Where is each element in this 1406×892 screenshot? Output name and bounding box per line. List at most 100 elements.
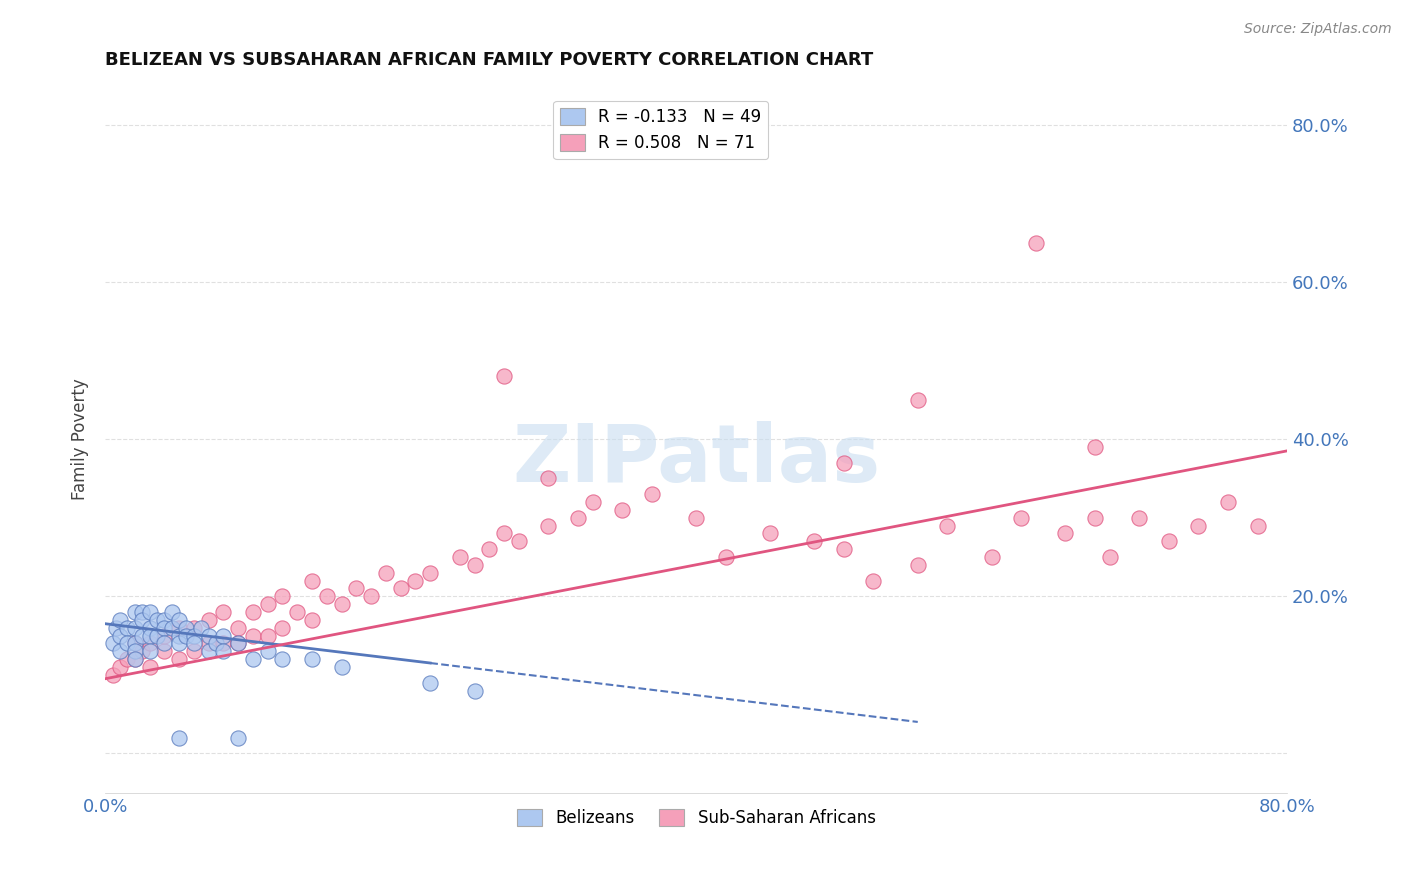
Point <box>117 652 139 666</box>
Point <box>285 605 308 619</box>
Point <box>271 652 294 666</box>
Point <box>153 621 176 635</box>
Point <box>242 652 264 666</box>
Point <box>330 597 353 611</box>
Point <box>108 628 131 642</box>
Point <box>582 495 605 509</box>
Point <box>360 589 382 603</box>
Point <box>183 636 205 650</box>
Point <box>464 683 486 698</box>
Point <box>146 628 169 642</box>
Point <box>374 566 396 580</box>
Point <box>242 605 264 619</box>
Point <box>1010 510 1032 524</box>
Point <box>212 605 235 619</box>
Point <box>101 636 124 650</box>
Point <box>226 621 249 635</box>
Point <box>271 621 294 635</box>
Point <box>124 605 146 619</box>
Point <box>197 628 219 642</box>
Point <box>117 621 139 635</box>
Point <box>138 621 160 635</box>
Point <box>685 510 707 524</box>
Point <box>1098 549 1121 564</box>
Point <box>160 621 183 635</box>
Point <box>117 636 139 650</box>
Point <box>124 644 146 658</box>
Point <box>197 636 219 650</box>
Point <box>641 487 664 501</box>
Point <box>936 518 959 533</box>
Point <box>197 644 219 658</box>
Point <box>131 628 153 642</box>
Point <box>494 526 516 541</box>
Point <box>256 597 278 611</box>
Point <box>131 613 153 627</box>
Point <box>537 471 560 485</box>
Point <box>419 675 441 690</box>
Point <box>1157 534 1180 549</box>
Point <box>101 667 124 681</box>
Point <box>832 542 855 557</box>
Point <box>176 628 198 642</box>
Point <box>131 605 153 619</box>
Text: Source: ZipAtlas.com: Source: ZipAtlas.com <box>1244 22 1392 37</box>
Point <box>832 456 855 470</box>
Point <box>108 613 131 627</box>
Point <box>508 534 530 549</box>
Point <box>108 660 131 674</box>
Point <box>167 731 190 745</box>
Point <box>124 636 146 650</box>
Point <box>494 369 516 384</box>
Point <box>1084 510 1107 524</box>
Point <box>419 566 441 580</box>
Point <box>183 644 205 658</box>
Point <box>449 549 471 564</box>
Point <box>138 660 160 674</box>
Point <box>226 636 249 650</box>
Point <box>567 510 589 524</box>
Point <box>1246 518 1268 533</box>
Point <box>980 549 1002 564</box>
Point <box>153 613 176 627</box>
Point <box>160 605 183 619</box>
Point <box>131 644 153 658</box>
Point <box>167 628 190 642</box>
Point <box>256 644 278 658</box>
Point <box>301 574 323 588</box>
Point <box>344 582 367 596</box>
Point <box>167 621 190 635</box>
Point <box>1054 526 1077 541</box>
Point <box>108 644 131 658</box>
Point <box>1216 495 1239 509</box>
Point <box>759 526 782 541</box>
Point <box>242 628 264 642</box>
Point <box>104 621 127 635</box>
Point <box>183 628 205 642</box>
Point <box>1025 235 1047 250</box>
Point <box>124 621 146 635</box>
Point <box>612 503 634 517</box>
Point <box>404 574 426 588</box>
Point <box>167 613 190 627</box>
Point <box>226 636 249 650</box>
Point <box>464 558 486 572</box>
Point <box>1084 440 1107 454</box>
Point <box>212 636 235 650</box>
Point <box>271 589 294 603</box>
Point <box>1187 518 1209 533</box>
Point <box>212 644 235 658</box>
Point <box>153 636 176 650</box>
Point <box>197 613 219 627</box>
Point <box>226 731 249 745</box>
Point <box>146 613 169 627</box>
Point <box>124 652 146 666</box>
Point <box>138 605 160 619</box>
Point <box>478 542 501 557</box>
Point <box>212 628 235 642</box>
Point <box>301 652 323 666</box>
Point <box>256 628 278 642</box>
Point <box>167 636 190 650</box>
Point <box>138 644 160 658</box>
Point <box>315 589 337 603</box>
